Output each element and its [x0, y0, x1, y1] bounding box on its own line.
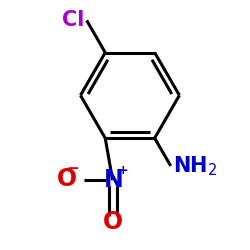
- Text: +: +: [118, 164, 128, 177]
- Text: O: O: [102, 210, 123, 234]
- Text: −: −: [66, 161, 79, 176]
- Text: O: O: [57, 167, 77, 191]
- Text: N: N: [104, 168, 124, 192]
- Text: NH$_2$: NH$_2$: [173, 154, 218, 178]
- Text: Cl: Cl: [62, 10, 84, 30]
